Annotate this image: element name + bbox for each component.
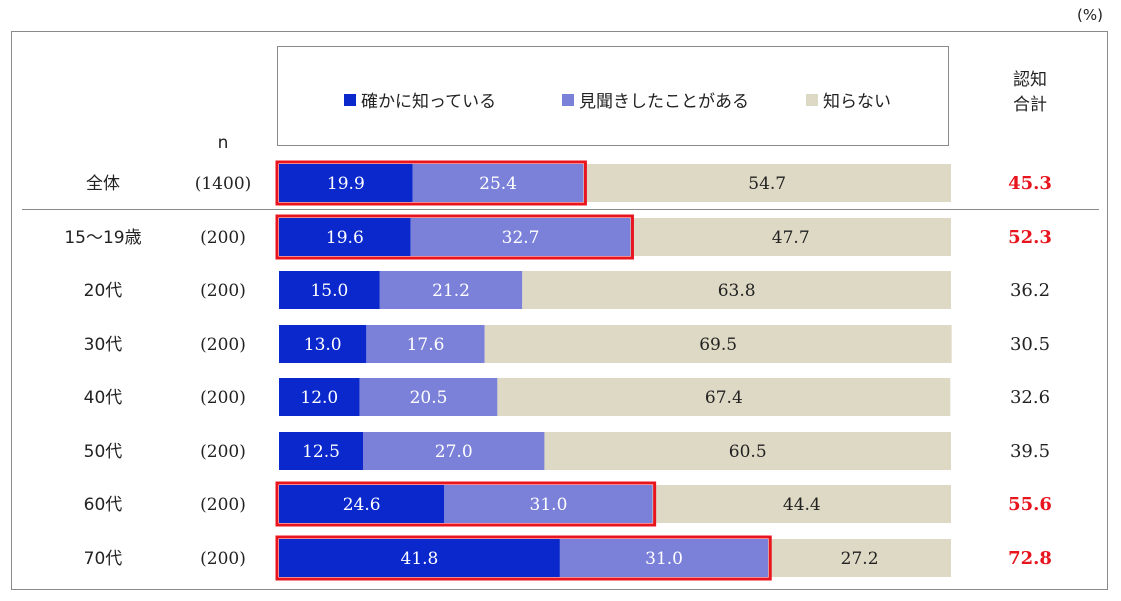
row-total: 39.5 (1010, 441, 1050, 462)
bar-segment (279, 485, 445, 523)
highlight-outline (275, 481, 657, 527)
row-n: (200) (200, 281, 246, 301)
bar-value-label: 31.0 (645, 549, 683, 569)
bar-value-label: 19.6 (326, 228, 364, 248)
row-label: 70代 (84, 549, 123, 569)
bar-value-label: 63.8 (718, 281, 756, 301)
bar-value-label: 27.0 (435, 442, 473, 462)
bar-segment (410, 218, 631, 256)
bar-value-label: 32.7 (502, 228, 540, 248)
highlight-outline (275, 214, 634, 260)
bar-segment (366, 325, 485, 363)
unit-label: (%) (1077, 6, 1103, 24)
bar-value-label: 17.6 (407, 335, 445, 355)
legend-label-heard-of: 見聞きしたことがある (579, 92, 749, 112)
bar-segment (559, 539, 769, 577)
legend-swatch-dont-know (806, 93, 818, 106)
row-label: 60代 (84, 495, 123, 515)
total-header-line1: 認知 (1013, 70, 1047, 90)
bar-segment (379, 271, 523, 309)
bar-value-label: 41.8 (401, 549, 439, 569)
bar-value-label: 47.7 (772, 228, 810, 248)
row-total: 45.3 (1008, 173, 1052, 194)
bar-segment (484, 325, 952, 363)
row-total: 32.6 (1010, 387, 1050, 408)
bar-segment (279, 271, 380, 309)
legend: 確かに知っている 見聞きしたことがある 知らない (277, 46, 949, 146)
bar-segment (544, 432, 951, 470)
total-header: 認知 合計 (990, 68, 1070, 118)
bar-segment (279, 164, 413, 202)
row-label: 50代 (84, 442, 123, 462)
bar-value-label: 12.5 (302, 442, 340, 462)
legend-item-heard-of: 見聞きしたことがある (562, 87, 749, 112)
row-total: 36.2 (1010, 280, 1050, 301)
bar-segment (444, 485, 653, 523)
bar-value-label: 54.7 (748, 174, 786, 194)
row-total: 52.3 (1008, 227, 1052, 248)
bar-value-label: 31.0 (530, 495, 568, 515)
bar-value-label: 13.0 (304, 335, 342, 355)
bar-segment (583, 164, 951, 202)
row-label: 20代 (84, 281, 123, 301)
bar-value-label: 25.4 (479, 174, 517, 194)
bar-segment (652, 485, 951, 523)
highlight-outline (275, 160, 587, 206)
bar-segment (768, 539, 951, 577)
row-n: (200) (200, 549, 246, 569)
row-total: 30.5 (1010, 334, 1050, 355)
bar-value-label: 21.2 (432, 281, 470, 301)
bar-value-label: 67.4 (705, 388, 743, 408)
bar-value-label: 20.5 (410, 388, 448, 408)
bar-value-label: 69.5 (699, 335, 737, 355)
row-label: 30代 (84, 335, 123, 355)
bar-value-label: 12.0 (300, 388, 338, 408)
bar-segment (412, 164, 584, 202)
chart-frame (11, 31, 1108, 590)
legend-label-dont-know: 知らない (823, 92, 891, 112)
row-label: 15～19歳 (64, 228, 141, 248)
bar-value-label: 27.2 (841, 549, 879, 569)
highlight-outline (275, 535, 772, 581)
legend-swatch-definitely-know (344, 93, 356, 106)
legend-swatch-heard-of (562, 93, 574, 106)
bar-segment (279, 539, 560, 577)
bar-segment (359, 378, 498, 416)
legend-label-definitely-know: 確かに知っている (361, 92, 497, 112)
total-header-line2: 合計 (1013, 95, 1047, 115)
bar-value-label: 15.0 (310, 281, 348, 301)
bar-segment (522, 271, 951, 309)
bar-segment (279, 378, 360, 416)
n-header: n (217, 133, 229, 153)
row-label: 全体 (86, 174, 120, 194)
bar-value-label: 44.4 (783, 495, 821, 515)
row-total: 55.6 (1008, 494, 1052, 515)
bar-value-label: 24.6 (343, 495, 381, 515)
row-n: (200) (200, 442, 246, 462)
row-n: (200) (200, 228, 246, 248)
row-n: (1400) (195, 174, 252, 194)
bar-segment (497, 378, 951, 416)
row-total: 72.8 (1008, 548, 1052, 569)
bar-value-label: 60.5 (729, 442, 767, 462)
bar-segment (279, 218, 411, 256)
bar-value-label: 19.9 (327, 174, 365, 194)
row-n: (200) (200, 335, 246, 355)
legend-item-dont-know: 知らない (806, 87, 891, 112)
row-label: 40代 (84, 388, 123, 408)
row-n: (200) (200, 388, 246, 408)
bar-segment (279, 325, 367, 363)
legend-item-definitely-know: 確かに知っている (344, 87, 496, 112)
bar-segment (630, 218, 951, 256)
bar-segment (279, 432, 363, 470)
bar-segment (363, 432, 545, 470)
separator-line (22, 209, 1099, 210)
row-n: (200) (200, 495, 246, 515)
